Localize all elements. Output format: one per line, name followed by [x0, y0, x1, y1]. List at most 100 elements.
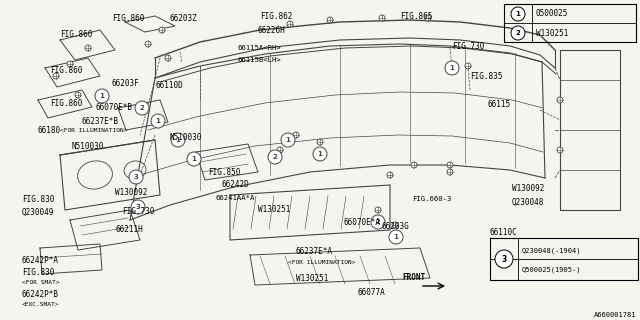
Circle shape	[313, 147, 327, 161]
Text: 66070E*B: 66070E*B	[95, 103, 132, 112]
Text: 0500025: 0500025	[536, 10, 568, 19]
Text: 1: 1	[394, 234, 399, 240]
Text: 66203Z: 66203Z	[170, 14, 198, 23]
Circle shape	[387, 172, 393, 178]
Text: 66070E*A: 66070E*A	[344, 218, 381, 227]
Circle shape	[379, 15, 385, 21]
Text: 66242D: 66242D	[222, 180, 250, 189]
Circle shape	[557, 97, 563, 103]
Text: 2: 2	[376, 219, 380, 225]
Text: N510030: N510030	[72, 142, 104, 151]
Text: <EXC.SMAT>: <EXC.SMAT>	[22, 302, 60, 307]
Circle shape	[447, 162, 453, 168]
Text: 66211H: 66211H	[115, 225, 143, 234]
Circle shape	[495, 250, 513, 268]
Circle shape	[317, 139, 323, 145]
Circle shape	[268, 150, 282, 164]
Circle shape	[131, 200, 145, 214]
Text: 1: 1	[100, 93, 104, 99]
Text: FIG.860: FIG.860	[60, 30, 92, 39]
Circle shape	[281, 133, 295, 147]
Circle shape	[53, 73, 59, 79]
Text: 66115A<RH>: 66115A<RH>	[238, 45, 282, 51]
Text: 1: 1	[156, 118, 161, 124]
Circle shape	[392, 222, 398, 228]
Text: 66203F: 66203F	[112, 79, 140, 88]
Text: 66237E*B: 66237E*B	[82, 117, 119, 126]
Circle shape	[67, 61, 73, 67]
Circle shape	[411, 162, 417, 168]
Circle shape	[449, 63, 455, 69]
Text: Q500025(1905-): Q500025(1905-)	[522, 267, 582, 273]
Text: Q230048(-1904): Q230048(-1904)	[522, 248, 582, 254]
Text: FIG.862: FIG.862	[260, 12, 292, 21]
Text: <FOR SMAT>: <FOR SMAT>	[22, 280, 60, 285]
Text: 66242P*A: 66242P*A	[22, 256, 59, 265]
Circle shape	[159, 27, 165, 33]
Text: 66226H: 66226H	[258, 26, 285, 35]
Text: FIG.730: FIG.730	[452, 42, 484, 51]
Text: A660001781: A660001781	[593, 312, 636, 318]
Text: 66110C: 66110C	[490, 228, 518, 237]
Text: N510030: N510030	[170, 133, 202, 142]
Text: 2: 2	[516, 30, 520, 36]
Text: 1: 1	[175, 137, 180, 143]
Text: FIG.830: FIG.830	[22, 195, 54, 204]
Text: 1: 1	[191, 156, 196, 162]
Text: 3: 3	[501, 254, 507, 263]
Circle shape	[557, 147, 563, 153]
Circle shape	[511, 26, 525, 40]
Text: <FOR ILLUMINATION>: <FOR ILLUMINATION>	[60, 128, 127, 133]
Text: W130251: W130251	[296, 274, 328, 283]
Circle shape	[375, 207, 381, 213]
Text: 66180: 66180	[38, 126, 61, 135]
Circle shape	[465, 63, 471, 69]
Text: Q230048: Q230048	[512, 198, 545, 207]
Text: FIG.860: FIG.860	[50, 66, 83, 75]
Circle shape	[277, 147, 283, 153]
Circle shape	[171, 133, 185, 147]
Text: 3: 3	[134, 174, 138, 180]
Circle shape	[145, 41, 151, 47]
Text: 66242P*B: 66242P*B	[22, 290, 59, 299]
Text: FIG.865: FIG.865	[400, 12, 433, 21]
Text: 66115: 66115	[488, 100, 511, 109]
Text: FIG.850: FIG.850	[208, 168, 241, 177]
Circle shape	[511, 7, 525, 21]
Circle shape	[371, 215, 385, 229]
Text: W130092: W130092	[512, 184, 545, 193]
Text: 66203G: 66203G	[382, 222, 410, 231]
Text: 66077A: 66077A	[358, 288, 386, 297]
Text: 1: 1	[317, 151, 323, 157]
Text: FIG.830: FIG.830	[22, 268, 54, 277]
Circle shape	[165, 55, 171, 61]
Text: W130251: W130251	[536, 28, 568, 37]
Text: 66115B<LH>: 66115B<LH>	[238, 57, 282, 63]
Circle shape	[135, 101, 149, 115]
Text: FIG.660-3: FIG.660-3	[412, 196, 451, 202]
Text: 3: 3	[136, 204, 140, 210]
Circle shape	[293, 132, 299, 138]
Circle shape	[447, 169, 453, 175]
Text: FIG.860: FIG.860	[112, 14, 145, 23]
Text: <FOR ILLUMINATION>: <FOR ILLUMINATION>	[288, 260, 355, 265]
Text: 2: 2	[140, 105, 145, 111]
Circle shape	[129, 170, 143, 184]
Text: 66237E*A: 66237E*A	[296, 247, 333, 256]
Circle shape	[95, 89, 109, 103]
Text: 1: 1	[449, 65, 454, 71]
Text: 1: 1	[516, 11, 520, 17]
Circle shape	[187, 152, 201, 166]
Circle shape	[389, 230, 403, 244]
Text: W130251: W130251	[258, 205, 291, 214]
Text: FIG.860: FIG.860	[50, 99, 83, 108]
Circle shape	[445, 61, 459, 75]
Text: 1: 1	[285, 137, 291, 143]
Text: W130092: W130092	[115, 188, 147, 197]
Circle shape	[75, 92, 81, 98]
Text: FIG.835: FIG.835	[470, 72, 502, 81]
Circle shape	[327, 17, 333, 23]
Circle shape	[425, 15, 431, 21]
Circle shape	[151, 114, 165, 128]
Text: FIG.730: FIG.730	[122, 207, 154, 216]
